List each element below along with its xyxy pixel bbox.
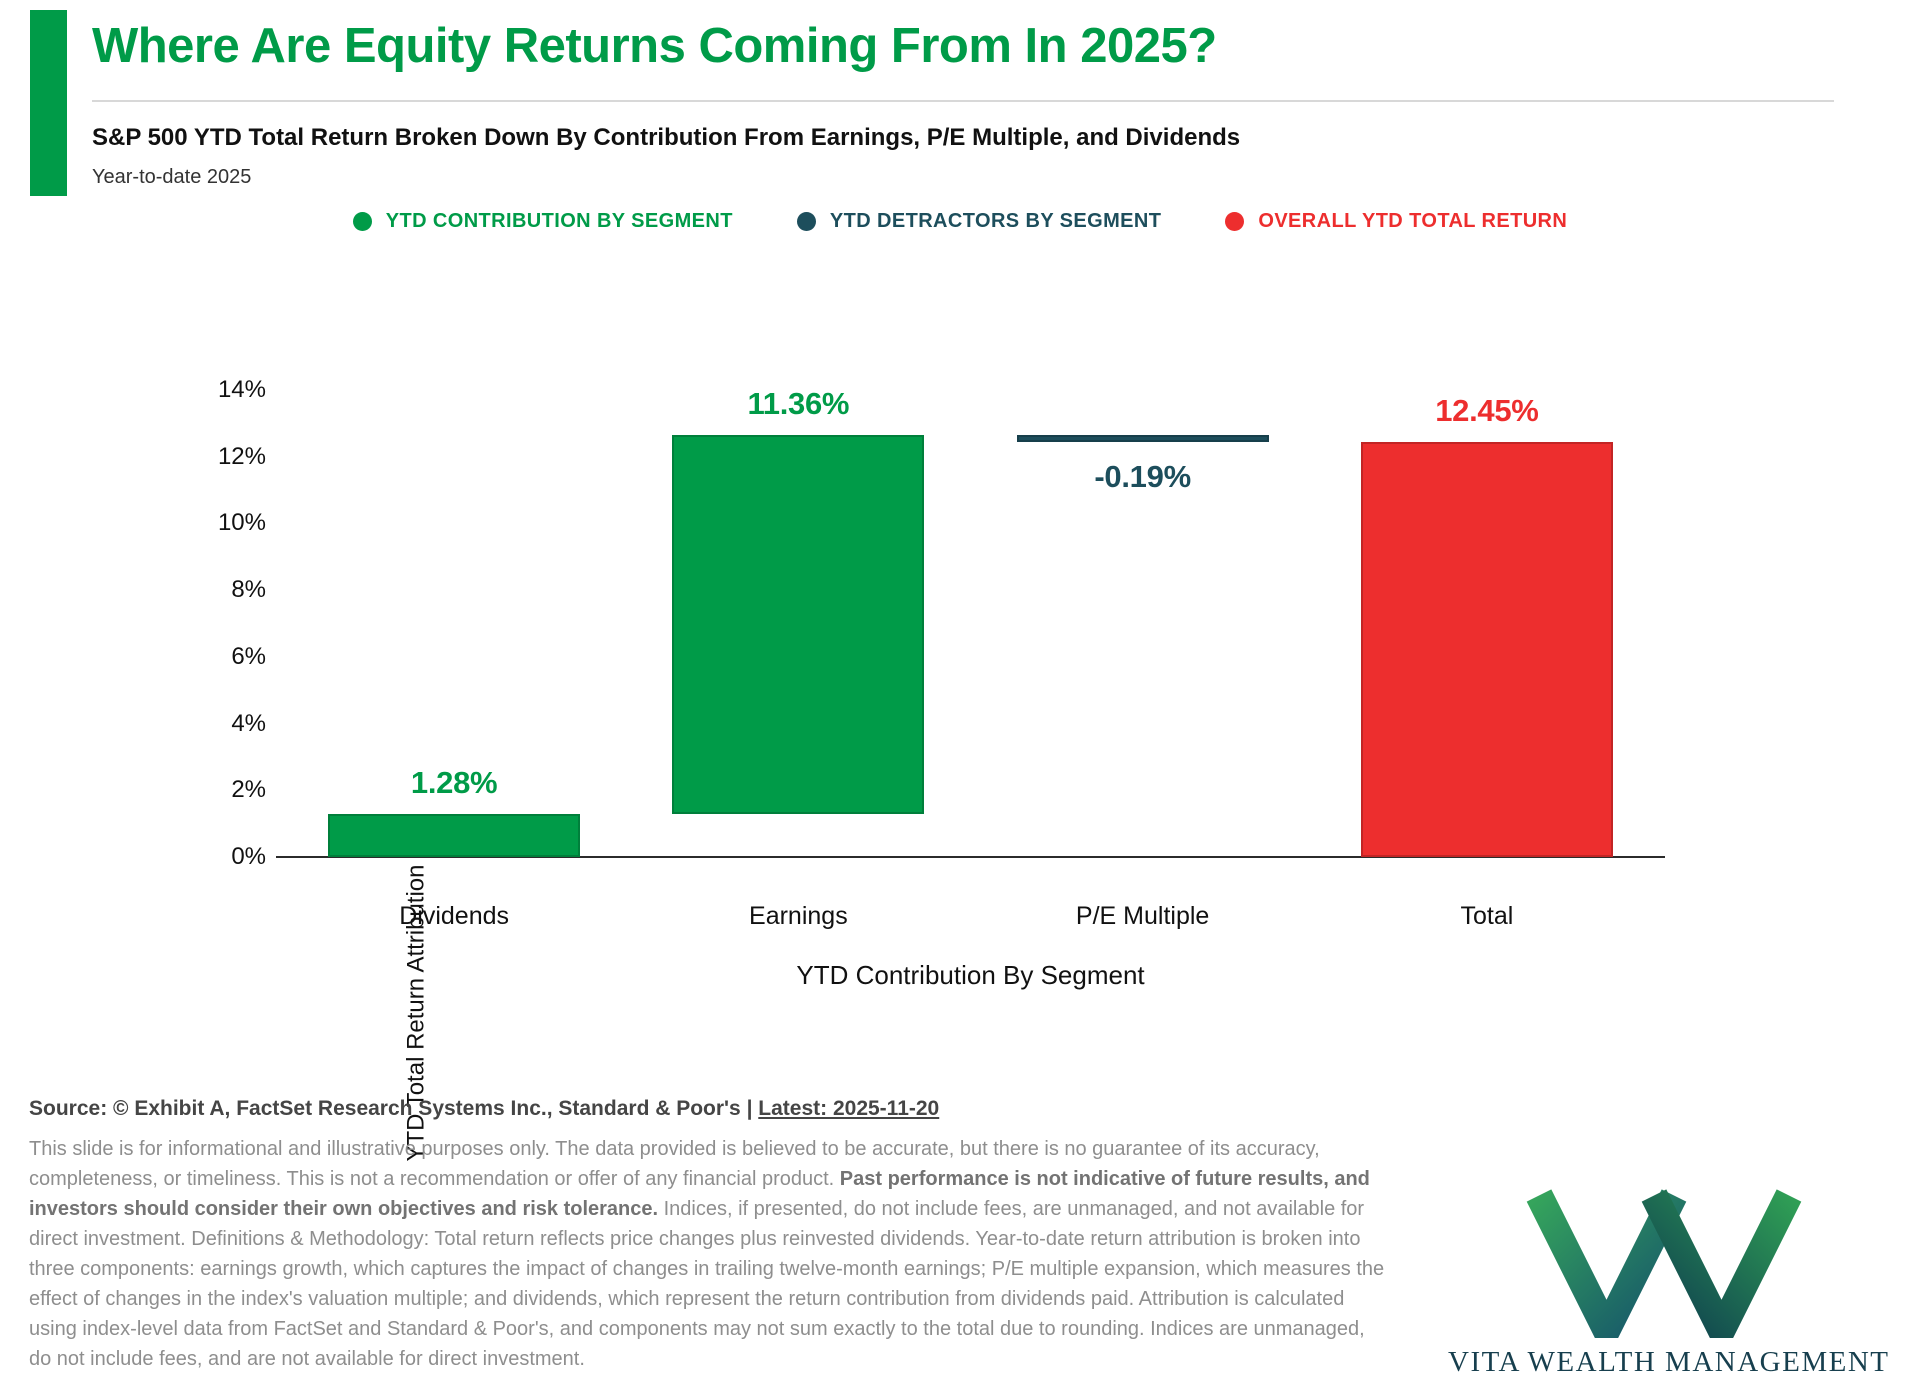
chart-subtitle: S&P 500 YTD Total Return Broken Down By … <box>92 124 1241 151</box>
legend-label: OVERALL YTD TOTAL RETURN <box>1258 210 1568 232</box>
bar-value-label-earnings: 11.36% <box>747 386 850 422</box>
disclaimer-part1: This slide is for informational and illu… <box>29 1138 1320 1190</box>
legend-label: YTD DETRACTORS BY SEGMENT <box>829 210 1162 232</box>
category-label-total: Total <box>1460 902 1514 930</box>
y-axis-tick-label: 0% <box>231 843 266 870</box>
period-label: Year-to-date 2025 <box>92 166 252 188</box>
legend-item-overall-ytd-total-return: OVERALL YTD TOTAL RETURN <box>1225 210 1567 233</box>
y-axis-tick-label: 14% <box>217 376 266 403</box>
legend-dot-icon <box>796 212 816 231</box>
bar-dividends <box>328 814 581 857</box>
y-axis-tick-label: 2% <box>231 776 266 804</box>
legend-dot-icon <box>1225 212 1245 231</box>
category-label-p-e-multiple: P/E Multiple <box>1075 902 1210 930</box>
y-axis-tick-label: 8% <box>231 576 266 604</box>
title-accent-bar <box>30 10 67 196</box>
brand-block: VITA WEALTH MANAGEMENT <box>1448 1188 1890 1379</box>
legend-label: YTD CONTRIBUTION BY SEGMENT <box>385 210 733 232</box>
bar-value-label-total: 12.45% <box>1435 392 1539 428</box>
bar-value-label-p-e-multiple: -0.19% <box>1094 458 1191 494</box>
plot-area: YTD Total Return Attribution 0% 2% 4% 6% 8% 1… <box>218 376 1665 1162</box>
source-latest-date: Latest: 2025-11-20 <box>758 1097 940 1120</box>
disclaimer-part2: Indices, if presented, do not include fe… <box>29 1198 1385 1370</box>
y-axis-tick-label: 6% <box>231 642 266 670</box>
y-axis-tick-label: 12% <box>217 442 266 470</box>
x-axis-line <box>276 856 1665 858</box>
y-axis-tick-label: 10% <box>217 509 266 537</box>
title-rule <box>92 100 1834 102</box>
bar-earnings <box>672 435 925 815</box>
disclaimer-text: This slide is for informational and illu… <box>29 1134 1389 1374</box>
brand-name: VITA WEALTH MANAGEMENT <box>1448 1346 1890 1378</box>
bar-total <box>1360 441 1613 857</box>
y-axis-tick-label: 4% <box>231 709 266 737</box>
x-axis-title: YTD Contribution By Segment <box>796 960 1145 990</box>
source-text: Source: © Exhibit A, FactSet Research Sy… <box>29 1097 759 1120</box>
source-line: Source: © Exhibit A, FactSet Research Sy… <box>29 1097 939 1121</box>
disclaimer-bold: Past performance is not indicative of fu… <box>29 1168 1370 1220</box>
legend-item-ytd-contribution-by-segment: YTD CONTRIBUTION BY SEGMENT <box>352 210 733 233</box>
chart-legend: YTD CONTRIBUTION BY SEGMENT YTD DETRACTOR… <box>0 210 1920 233</box>
bar-value-label-dividends: 1.28% <box>410 765 498 801</box>
legend-item-ytd-detractors-by-segment: YTD DETRACTORS BY SEGMENT <box>796 210 1162 233</box>
category-label-dividends: Dividends <box>399 902 510 930</box>
category-label-earnings: Earnings <box>749 902 848 930</box>
page-title: Where Are Equity Returns Coming From In … <box>92 19 1217 73</box>
bar-p-e-multiple <box>1016 435 1269 442</box>
vita-w-logo-icon <box>1526 1189 1802 1338</box>
legend-dot-icon <box>352 212 372 231</box>
